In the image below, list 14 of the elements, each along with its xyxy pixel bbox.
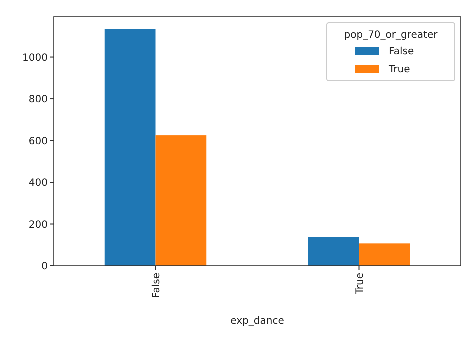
- y-tick-label: 400: [28, 178, 48, 190]
- legend-label: True: [388, 64, 410, 76]
- bar: [104, 29, 156, 266]
- bar: [156, 136, 207, 266]
- bar: [308, 237, 360, 266]
- y-tick-label: 600: [28, 136, 48, 148]
- bar: [359, 244, 410, 266]
- y-tick-label: 200: [28, 220, 48, 231]
- y-tick-label: 1000: [22, 52, 48, 64]
- y-tick-label: 0: [42, 262, 48, 272]
- legend-title: pop_70_or_greater: [344, 30, 439, 41]
- legend-label: False: [389, 46, 414, 58]
- y-tick-label: 800: [28, 94, 48, 106]
- x-axis-title: exp_dance: [230, 316, 284, 327]
